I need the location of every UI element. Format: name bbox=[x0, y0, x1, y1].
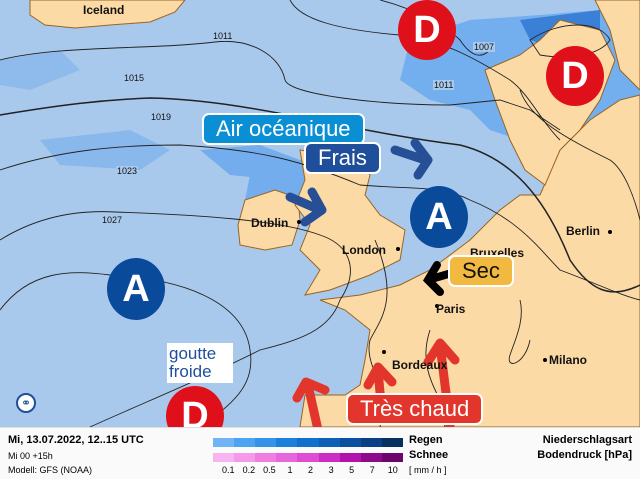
scale-swatch bbox=[360, 453, 382, 462]
place-label-london: London bbox=[342, 243, 386, 257]
scale-swatch bbox=[213, 453, 235, 462]
scale-tick: 0.1 bbox=[222, 465, 235, 475]
model-run: Mi 00 +15h bbox=[8, 451, 53, 461]
scale-tick: 2 bbox=[308, 465, 314, 475]
scale-tick: 1 bbox=[287, 465, 293, 475]
high-pressure-marker: A bbox=[410, 186, 468, 248]
label-dry: Sec bbox=[448, 255, 514, 287]
isobar-label: 1027 bbox=[101, 215, 124, 225]
scale-tick: 5 bbox=[349, 465, 355, 475]
scale-swatch bbox=[297, 453, 319, 462]
scale-swatch bbox=[255, 453, 277, 462]
model-name: Modell: GFS (NOAA) bbox=[8, 465, 93, 475]
label-cut-off-low-text: goutte froide bbox=[169, 344, 217, 381]
snow-color-scale bbox=[213, 453, 403, 462]
scale-tick: 10 bbox=[387, 465, 398, 475]
place-label-bordeaux: Bordeaux bbox=[392, 358, 448, 372]
scale-swatch bbox=[297, 438, 319, 447]
scale-swatch bbox=[360, 438, 382, 447]
isobar-label: 1011 bbox=[212, 31, 234, 41]
place-label-dublin: Dublin bbox=[251, 216, 289, 230]
rain-color-scale bbox=[213, 438, 403, 447]
rain-label: Regen bbox=[409, 434, 443, 446]
weather-map: Iceland Dublin London Bruxelles Paris Be… bbox=[0, 0, 640, 427]
scale-tick: 3 bbox=[328, 465, 334, 475]
high-pressure-marker: A bbox=[107, 258, 165, 320]
place-label-berlin: Berlin bbox=[566, 224, 601, 238]
label-cool: Frais bbox=[304, 142, 381, 174]
scale-swatch bbox=[339, 438, 361, 447]
snow-label: Schnee bbox=[409, 449, 449, 461]
scale-swatch bbox=[318, 438, 340, 447]
scale-swatch bbox=[339, 453, 361, 462]
map-canvas bbox=[0, 0, 640, 427]
scale-swatch bbox=[276, 453, 298, 462]
place-label-iceland: Iceland bbox=[83, 3, 125, 17]
scale-swatch bbox=[318, 453, 340, 462]
isobar-label: 1019 bbox=[150, 112, 173, 122]
place-label-paris: Paris bbox=[436, 302, 466, 316]
precip-type-label: Niederschlagsart bbox=[542, 434, 632, 446]
scale-swatch bbox=[213, 438, 235, 447]
label-oceanic-air: Air océanique bbox=[202, 113, 365, 145]
scale-swatch bbox=[381, 453, 403, 462]
low-pressure-marker: D bbox=[398, 0, 456, 60]
place-label-milano: Milano bbox=[549, 353, 587, 367]
scale-tick: 0.5 bbox=[263, 465, 276, 475]
scale-ticks: 0.1 0.2 0.5 1 2 3 5 7 10 bbox=[218, 465, 403, 475]
scale-tick: 7 bbox=[369, 465, 375, 475]
scale-swatch bbox=[276, 438, 298, 447]
globe-icon[interactable]: ⚭ bbox=[16, 393, 36, 413]
scale-swatch bbox=[255, 438, 277, 447]
isobar-label: 1011 bbox=[433, 80, 455, 90]
scale-swatch bbox=[234, 438, 256, 447]
pressure-label: Bodendruck [hPa] bbox=[537, 449, 632, 461]
city-dots bbox=[297, 220, 612, 362]
low-pressure-marker: D bbox=[546, 46, 604, 106]
wind-arrows-cool bbox=[285, 138, 433, 227]
label-very-hot: Très chaud bbox=[346, 393, 484, 425]
scale-tick: 0.2 bbox=[242, 465, 256, 475]
scale-swatch bbox=[234, 453, 256, 462]
legend-panel: Mi, 13.07.2022, 12..15 UTC Mi 00 +15h Mo… bbox=[0, 427, 640, 479]
label-cut-off-low: goutte froide bbox=[167, 343, 233, 383]
isobar-label: 1023 bbox=[116, 166, 139, 176]
unit-label: [ mm / h ] bbox=[409, 465, 447, 475]
low-pressure-marker: D bbox=[166, 386, 224, 427]
forecast-date: Mi, 13.07.2022, 12..15 UTC bbox=[8, 434, 144, 446]
isobar-label: 1007 bbox=[473, 42, 496, 52]
scale-swatch bbox=[381, 438, 403, 447]
isobars bbox=[0, 0, 640, 427]
isobar-label: 1015 bbox=[123, 73, 146, 83]
